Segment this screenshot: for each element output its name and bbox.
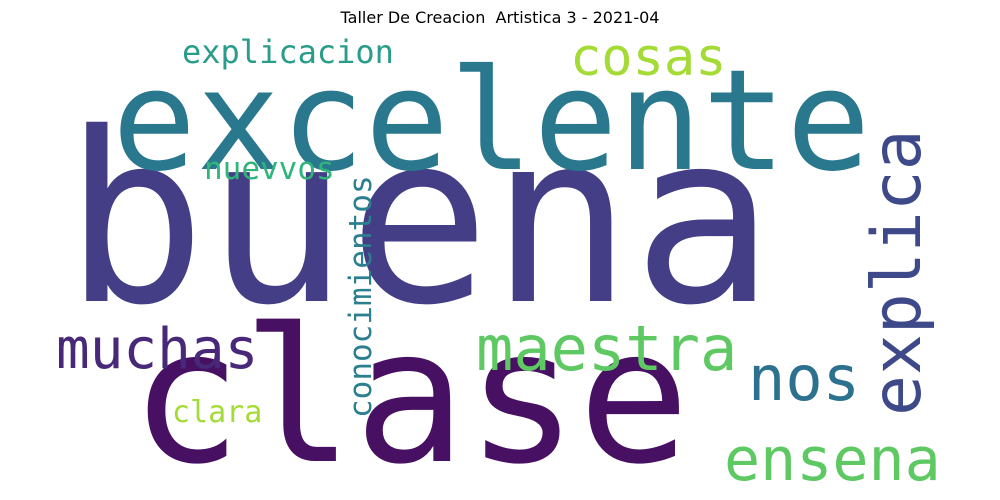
chart-title: Taller De Creacion Artistica 3 - 2021-04 (340, 8, 660, 27)
word-clara: clara (172, 395, 263, 430)
word-ensena: ensena (724, 425, 941, 487)
word-muchas: muchas (56, 317, 259, 382)
word-conocimientos: conocimientos (343, 175, 379, 418)
word-clase: clase (130, 288, 690, 488)
word-nuevvos: nuevvos (204, 151, 335, 187)
word-maestra: maestra (476, 312, 738, 385)
word-nos: nos (748, 342, 860, 415)
word-buena: buena (64, 82, 775, 357)
word-explica: explica (858, 129, 937, 416)
word-explicacion: explicacion (182, 33, 394, 71)
word-cloud: buena excelente clase explica maestra en… (48, 32, 952, 487)
word-excelente: excelente (112, 40, 871, 203)
word-cosas: cosas (570, 32, 727, 88)
